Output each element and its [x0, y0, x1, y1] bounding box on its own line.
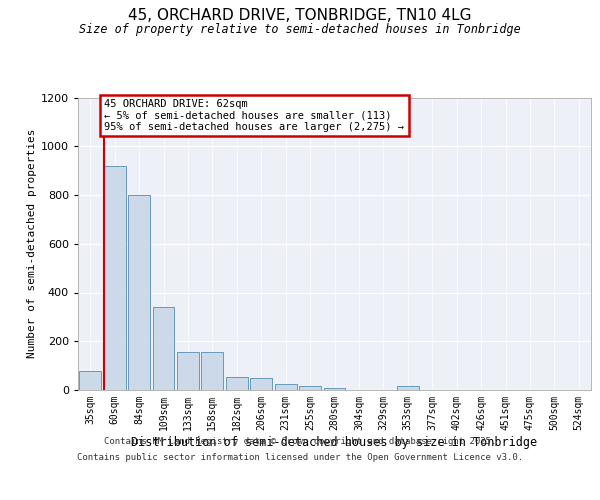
X-axis label: Distribution of semi-detached houses by size in Tonbridge: Distribution of semi-detached houses by … — [131, 436, 538, 448]
Text: 45 ORCHARD DRIVE: 62sqm
← 5% of semi-detached houses are smaller (113)
95% of se: 45 ORCHARD DRIVE: 62sqm ← 5% of semi-det… — [104, 98, 404, 132]
Text: Contains HM Land Registry data © Crown copyright and database right 2025.: Contains HM Land Registry data © Crown c… — [104, 438, 496, 446]
Bar — [275, 384, 296, 390]
Bar — [152, 307, 175, 390]
Bar — [177, 352, 199, 390]
Text: 45, ORCHARD DRIVE, TONBRIDGE, TN10 4LG: 45, ORCHARD DRIVE, TONBRIDGE, TN10 4LG — [128, 8, 472, 22]
Bar — [323, 388, 346, 390]
Y-axis label: Number of semi-detached properties: Number of semi-detached properties — [26, 129, 37, 358]
Bar — [79, 370, 101, 390]
Bar — [104, 166, 125, 390]
Text: Contains public sector information licensed under the Open Government Licence v3: Contains public sector information licen… — [77, 452, 523, 462]
Bar — [299, 386, 321, 390]
Bar — [250, 378, 272, 390]
Bar — [128, 195, 150, 390]
Bar — [226, 376, 248, 390]
Bar — [397, 386, 419, 390]
Bar — [202, 352, 223, 390]
Text: Size of property relative to semi-detached houses in Tonbridge: Size of property relative to semi-detach… — [79, 22, 521, 36]
